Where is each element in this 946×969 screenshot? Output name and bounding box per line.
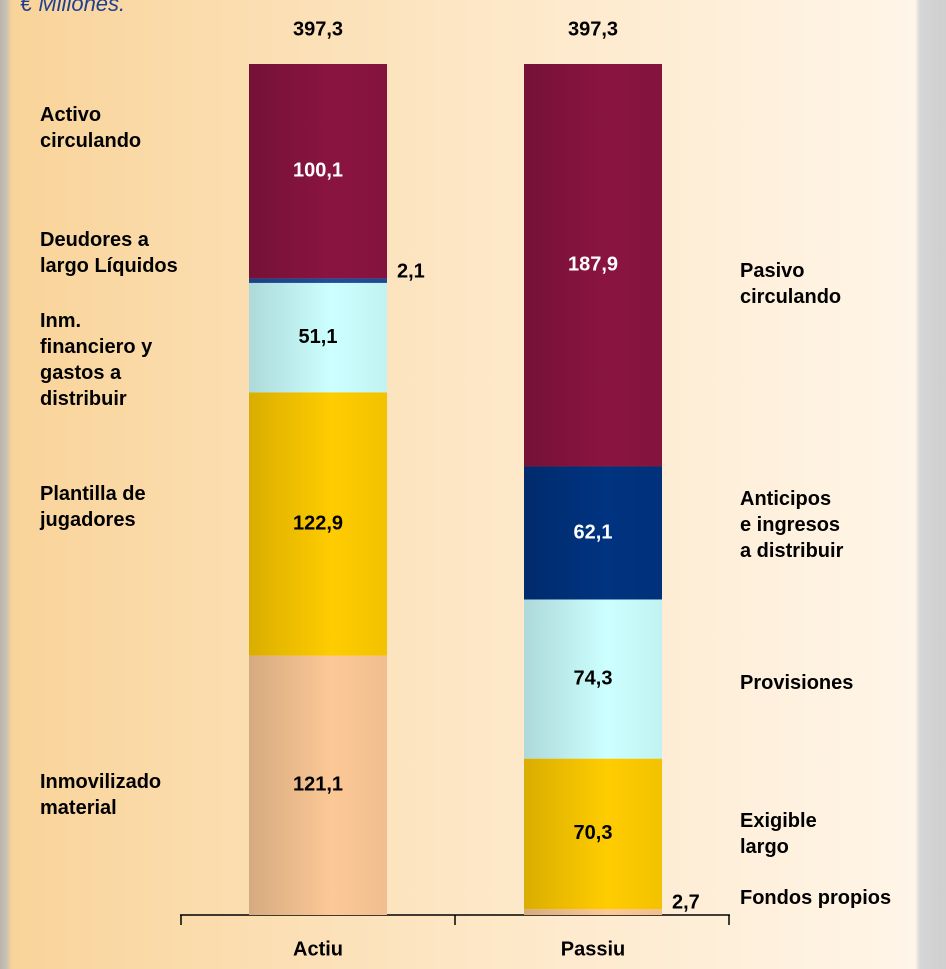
segment-name: Provisiones — [740, 672, 854, 694]
value-label: 121,1 — [293, 774, 343, 796]
bar-shade — [249, 655, 387, 915]
segment-name: Inm. financiero y gastos a distribuir — [40, 310, 153, 410]
chart-subtitle: € Millones. — [20, 0, 126, 16]
bar-shade — [249, 278, 387, 283]
segment-name: Fondos propios — [740, 887, 892, 909]
segment-name: Exigible largo — [740, 810, 817, 858]
bar-shade — [524, 64, 662, 467]
category-label: Passiu — [561, 938, 625, 960]
segment-name: Pasivo circulando — [740, 260, 842, 308]
bar-shade — [249, 64, 387, 279]
segment-name: Deudores a largo Líquidos — [40, 229, 178, 277]
value-label: 62,1 — [574, 521, 613, 543]
bar-shade — [524, 466, 662, 600]
value-label: 51,1 — [299, 326, 338, 348]
category-label: Actiu — [293, 938, 343, 960]
bar-shade — [524, 599, 662, 759]
bar-shade — [249, 282, 387, 393]
bar-shade — [249, 392, 387, 656]
segment-name: Anticipos e ingresos a distribuir — [740, 488, 844, 562]
value-label: 122,9 — [293, 512, 343, 534]
segment-name: Activo circulando — [40, 104, 142, 152]
value-label: 187,9 — [568, 254, 618, 276]
value-label: 100,1 — [293, 159, 343, 181]
value-label: 2,7 — [672, 891, 700, 913]
value-label: 2,1 — [397, 261, 425, 283]
bar-shade — [524, 758, 662, 910]
value-label: 74,3 — [574, 667, 613, 689]
total-label: 397,3 — [568, 18, 618, 40]
value-label: 70,3 — [574, 822, 613, 844]
segment-name: Inmovilizado material — [40, 771, 162, 819]
bar-shade — [524, 909, 662, 915]
segment-name: Plantilla de jugadores — [40, 483, 146, 531]
total-label: 397,3 — [293, 18, 343, 40]
